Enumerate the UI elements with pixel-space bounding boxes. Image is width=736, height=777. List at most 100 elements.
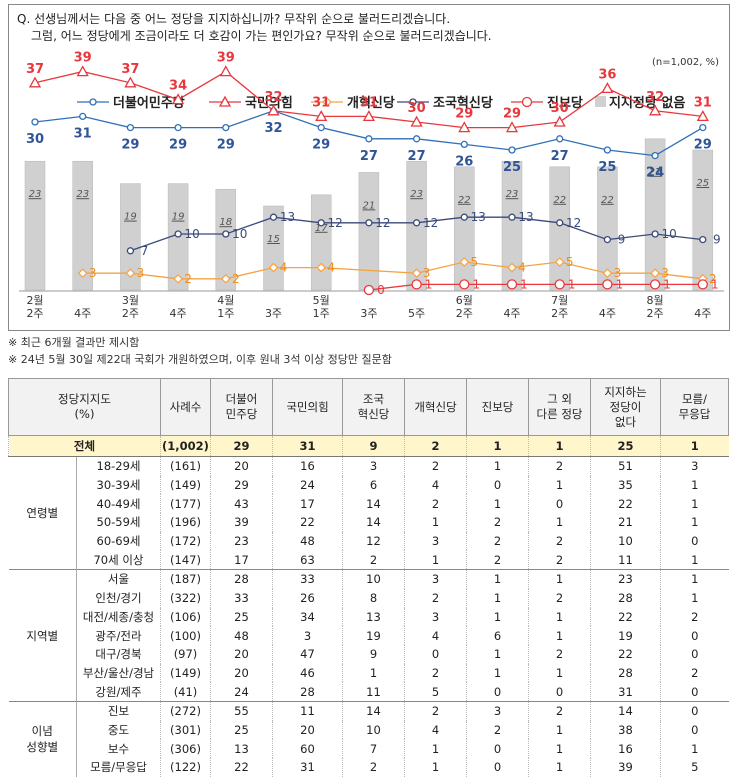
bar-label-8: 23: [410, 189, 423, 200]
cell: 13: [342, 607, 405, 627]
cell: 3: [404, 531, 467, 551]
cell: 9: [342, 644, 405, 664]
table-row: 70세 이상 (147) 17 63 2 1 2 2 11 1: [9, 550, 729, 570]
total-cell-5: 2: [404, 435, 467, 457]
cell: 46: [272, 663, 343, 683]
table-row: 대구/경북 (97) 20 47 9 0 1 2 22 0: [9, 644, 729, 664]
series-4-point-10: [506, 279, 518, 290]
breakdown-table: 정당지지도 (%) 사례수 더불어 민주당 국민의힘 조국 혁신당 개혁신당 진보당 그 외 다른 정…: [8, 378, 729, 777]
bar-none-4: [215, 188, 237, 291]
cell: (272): [160, 700, 211, 721]
series-2-label-12: 3: [614, 266, 622, 280]
series-3-point-3: [174, 230, 182, 238]
series-0-point-8: [412, 135, 421, 143]
series-4-point-8: [411, 279, 422, 290]
series-2-point-8: [411, 268, 422, 279]
series-2-label-8: 3: [423, 266, 431, 280]
cell: 2: [342, 758, 405, 777]
bar-none-0: [24, 160, 46, 291]
series-2-label-6: 4: [327, 261, 335, 275]
cell: 1: [528, 569, 591, 589]
bar-label-1: 23: [76, 189, 89, 200]
cell: 22: [210, 758, 273, 777]
legend-marker-4: [521, 96, 533, 108]
bar-label-9: 22: [458, 195, 471, 206]
series-2-point-5: [268, 262, 279, 273]
series-1-point-5: [267, 104, 280, 116]
series-1-point-0: [28, 76, 42, 88]
cell: 38: [590, 720, 661, 740]
series-3-point-5: [269, 213, 278, 221]
x-tick-4-1: 1주: [217, 307, 234, 320]
series-4-label-13: 1: [663, 277, 671, 291]
x-tick-5-0: 3주: [265, 307, 282, 320]
total-cell-0: 전체: [8, 435, 161, 457]
cell: 1: [528, 607, 591, 627]
bar-label-7: 21: [363, 200, 376, 211]
cell: 1: [466, 569, 529, 589]
series-2-point-6: [316, 262, 327, 273]
cell: 4: [404, 626, 467, 645]
series-1-label-2: 37: [121, 62, 139, 77]
series-1-point-9: [458, 121, 471, 133]
legend-marker-1: [218, 95, 232, 107]
cell: (196): [160, 513, 211, 532]
series-1-label-10: 29: [503, 107, 521, 122]
cell: 0: [528, 682, 591, 702]
cell: 1: [466, 644, 529, 664]
series-0-point-7: [365, 135, 373, 143]
cell: 2: [528, 456, 591, 476]
series-2-point-2: [125, 268, 136, 279]
row-label: 광주/전라: [76, 626, 161, 645]
series-2-point-4: [220, 273, 231, 284]
series-2-label-5: 4: [280, 261, 288, 275]
series-2-label-9: 5: [470, 255, 478, 269]
series-0-label-3: 29: [169, 138, 187, 153]
table-row: 대전/세종/충청 (106) 25 34 13 3 1 1 22 2: [9, 607, 729, 627]
series-4-label-12: 1: [616, 277, 624, 291]
cell: 1: [528, 513, 591, 532]
header-cell-3: 국민의힘: [272, 378, 343, 436]
series-0-label-12: 25: [598, 160, 616, 175]
x-tick-13-0: 8월: [647, 294, 664, 307]
bar-label-0: 23: [29, 189, 42, 200]
group-label-0: 연령별: [8, 456, 77, 570]
cell: 20: [272, 720, 343, 740]
series-3-point-8: [412, 219, 421, 227]
series-3-label-7: 12: [375, 216, 390, 230]
cell: 34: [272, 607, 343, 627]
cell: 2: [404, 663, 467, 683]
cell: 1: [528, 758, 591, 777]
chart-panel: Q. 선생님께서는 다음 중 어느 정당을 지지하십니까? 무작위 순으로 불러…: [8, 4, 730, 331]
table-row: 강원/제주 (41) 24 28 11 5 0 0 31 0: [9, 682, 729, 702]
series-1-label-9: 29: [455, 107, 473, 122]
x-tick-11-0: 7월: [551, 294, 568, 307]
legend-label-2: 개혁신당: [347, 95, 395, 111]
cell: 2: [404, 700, 467, 721]
x-tick-7-0: 3주: [360, 307, 377, 320]
series-0-label-7: 27: [360, 149, 378, 164]
header-cell-1: 사례수: [160, 378, 211, 436]
series-1-label-7: 31: [360, 95, 378, 110]
series-4-point-9: [459, 279, 470, 290]
series-2-point-9: [459, 257, 470, 267]
legend-marker-0: [89, 98, 97, 106]
series-1-label-12: 36: [598, 67, 616, 82]
series-3-label-11: 12: [566, 216, 581, 230]
cell: 3: [272, 626, 343, 645]
cell: 3: [466, 700, 529, 721]
series-0-label-6: 29: [312, 138, 330, 153]
cell: 2: [528, 700, 591, 721]
series-4-point-13: [649, 279, 661, 290]
series-1-label-1: 39: [74, 51, 92, 66]
table-row: 보수 (306) 13 60 7 1 0 1 16 1: [9, 739, 729, 758]
note-1: ※ 최근 6개월 결과만 제시함: [8, 336, 140, 349]
series-1-label-11: 30: [551, 101, 569, 116]
table-row: 광주/전라 (100) 48 3 19 4 6 1 19 0: [9, 626, 729, 645]
bar-label-3: 19: [172, 212, 185, 223]
series-4-point-7: [363, 284, 375, 296]
cell: 2: [342, 550, 405, 570]
cell: 2: [404, 494, 467, 514]
total-cell-2: 29: [210, 435, 273, 457]
header-cell-0: 정당지지도 (%): [8, 378, 161, 436]
